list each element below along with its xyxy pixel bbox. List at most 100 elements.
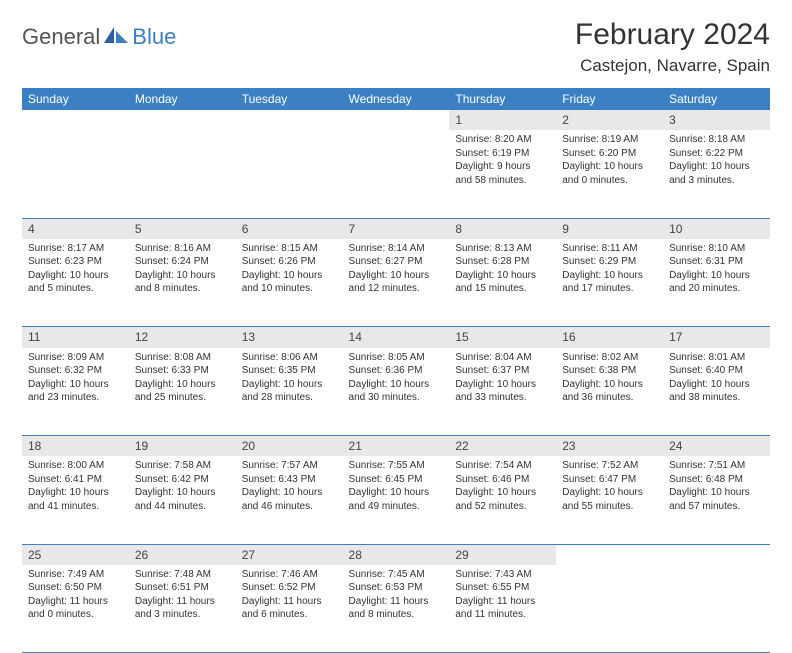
daylight2-text: and 3 minutes. bbox=[135, 608, 230, 622]
sunset-text: Sunset: 6:48 PM bbox=[669, 473, 764, 487]
day-detail-cell: Sunrise: 8:10 AMSunset: 6:31 PMDaylight:… bbox=[663, 239, 770, 327]
day-number-cell: 10 bbox=[663, 219, 770, 239]
sunset-text: Sunset: 6:37 PM bbox=[455, 364, 550, 378]
day-detail-cell: Sunrise: 8:15 AMSunset: 6:26 PMDaylight:… bbox=[236, 239, 343, 327]
daylight2-text: and 3 minutes. bbox=[669, 174, 764, 188]
daylight1-text: Daylight: 10 hours bbox=[135, 269, 230, 283]
page-header: General Blue February 2024 Castejon, Nav… bbox=[22, 18, 770, 76]
sunset-text: Sunset: 6:35 PM bbox=[242, 364, 337, 378]
day-detail-cell: Sunrise: 7:57 AMSunset: 6:43 PMDaylight:… bbox=[236, 456, 343, 544]
day-detail-cell bbox=[129, 130, 236, 218]
sunset-text: Sunset: 6:20 PM bbox=[562, 147, 657, 161]
day-detail-cell: Sunrise: 7:45 AMSunset: 6:53 PMDaylight:… bbox=[343, 565, 450, 653]
daylight1-text: Daylight: 10 hours bbox=[562, 160, 657, 174]
brand-part1: General bbox=[22, 24, 100, 50]
day-detail-cell: Sunrise: 8:17 AMSunset: 6:23 PMDaylight:… bbox=[22, 239, 129, 327]
day-detail-cell: Sunrise: 7:48 AMSunset: 6:51 PMDaylight:… bbox=[129, 565, 236, 653]
day-header: Wednesday bbox=[343, 88, 450, 110]
sunrise-text: Sunrise: 8:14 AM bbox=[349, 242, 444, 256]
day-detail-cell: Sunrise: 7:54 AMSunset: 6:46 PMDaylight:… bbox=[449, 456, 556, 544]
day-number: 4 bbox=[28, 222, 35, 236]
day-number-cell: 7 bbox=[343, 219, 450, 239]
day-header: Saturday bbox=[663, 88, 770, 110]
day-number-cell: 18 bbox=[22, 436, 129, 456]
sunset-text: Sunset: 6:46 PM bbox=[455, 473, 550, 487]
sunset-text: Sunset: 6:28 PM bbox=[455, 255, 550, 269]
day-number-cell: 1 bbox=[449, 110, 556, 130]
daylight1-text: Daylight: 10 hours bbox=[28, 486, 123, 500]
daylight2-text: and 20 minutes. bbox=[669, 282, 764, 296]
day-number-cell: 23 bbox=[556, 436, 663, 456]
day-number: 3 bbox=[669, 113, 676, 127]
detail-row: Sunrise: 8:17 AMSunset: 6:23 PMDaylight:… bbox=[22, 239, 770, 327]
day-number: 10 bbox=[669, 222, 682, 236]
day-detail-cell: Sunrise: 7:51 AMSunset: 6:48 PMDaylight:… bbox=[663, 456, 770, 544]
daylight1-text: Daylight: 10 hours bbox=[28, 269, 123, 283]
daylight1-text: Daylight: 10 hours bbox=[455, 378, 550, 392]
sunset-text: Sunset: 6:31 PM bbox=[669, 255, 764, 269]
day-detail-cell: Sunrise: 8:18 AMSunset: 6:22 PMDaylight:… bbox=[663, 130, 770, 218]
brand-logo: General Blue bbox=[22, 18, 176, 50]
daynum-row: 18192021222324 bbox=[22, 436, 770, 456]
sunrise-text: Sunrise: 8:10 AM bbox=[669, 242, 764, 256]
day-number-cell: 5 bbox=[129, 219, 236, 239]
day-detail-cell: Sunrise: 8:05 AMSunset: 6:36 PMDaylight:… bbox=[343, 348, 450, 436]
daylight1-text: Daylight: 11 hours bbox=[28, 595, 123, 609]
daylight1-text: Daylight: 10 hours bbox=[669, 269, 764, 283]
day-number-cell bbox=[22, 110, 129, 130]
day-header-row: Sunday Monday Tuesday Wednesday Thursday… bbox=[22, 88, 770, 110]
title-block: February 2024 Castejon, Navarre, Spain bbox=[575, 18, 770, 76]
daynum-row: 2526272829 bbox=[22, 545, 770, 565]
sunrise-text: Sunrise: 8:15 AM bbox=[242, 242, 337, 256]
sunrise-text: Sunrise: 7:49 AM bbox=[28, 568, 123, 582]
daylight1-text: Daylight: 10 hours bbox=[242, 269, 337, 283]
day-number-cell: 17 bbox=[663, 327, 770, 347]
detail-row: Sunrise: 8:20 AMSunset: 6:19 PMDaylight:… bbox=[22, 130, 770, 218]
daylight2-text: and 36 minutes. bbox=[562, 391, 657, 405]
daylight1-text: Daylight: 11 hours bbox=[242, 595, 337, 609]
day-number-cell: 12 bbox=[129, 327, 236, 347]
sunset-text: Sunset: 6:29 PM bbox=[562, 255, 657, 269]
day-number-cell bbox=[556, 545, 663, 565]
sunrise-text: Sunrise: 8:09 AM bbox=[28, 351, 123, 365]
day-number-cell: 16 bbox=[556, 327, 663, 347]
sunset-text: Sunset: 6:47 PM bbox=[562, 473, 657, 487]
daylight1-text: Daylight: 10 hours bbox=[135, 486, 230, 500]
day-number-cell: 3 bbox=[663, 110, 770, 130]
day-detail-cell: Sunrise: 8:19 AMSunset: 6:20 PMDaylight:… bbox=[556, 130, 663, 218]
daylight2-text: and 23 minutes. bbox=[28, 391, 123, 405]
day-detail-cell: Sunrise: 8:06 AMSunset: 6:35 PMDaylight:… bbox=[236, 348, 343, 436]
day-number-cell bbox=[236, 110, 343, 130]
day-detail-cell: Sunrise: 8:00 AMSunset: 6:41 PMDaylight:… bbox=[22, 456, 129, 544]
daynum-row: 45678910 bbox=[22, 219, 770, 239]
daylight2-text: and 38 minutes. bbox=[669, 391, 764, 405]
sail-icon bbox=[104, 25, 130, 50]
sunrise-text: Sunrise: 8:19 AM bbox=[562, 133, 657, 147]
sunset-text: Sunset: 6:22 PM bbox=[669, 147, 764, 161]
daylight2-text: and 5 minutes. bbox=[28, 282, 123, 296]
sunrise-text: Sunrise: 8:20 AM bbox=[455, 133, 550, 147]
sunrise-text: Sunrise: 7:54 AM bbox=[455, 459, 550, 473]
day-number: 18 bbox=[28, 439, 41, 453]
sunset-text: Sunset: 6:51 PM bbox=[135, 581, 230, 595]
daylight1-text: Daylight: 10 hours bbox=[562, 269, 657, 283]
daylight1-text: Daylight: 10 hours bbox=[135, 378, 230, 392]
day-number-cell: 28 bbox=[343, 545, 450, 565]
day-header: Tuesday bbox=[236, 88, 343, 110]
daylight2-text: and 52 minutes. bbox=[455, 500, 550, 514]
day-detail-cell: Sunrise: 7:52 AMSunset: 6:47 PMDaylight:… bbox=[556, 456, 663, 544]
day-number: 14 bbox=[349, 330, 362, 344]
sunrise-text: Sunrise: 7:57 AM bbox=[242, 459, 337, 473]
day-number: 26 bbox=[135, 548, 148, 562]
daylight2-text: and 8 minutes. bbox=[349, 608, 444, 622]
day-number: 1 bbox=[455, 113, 462, 127]
sunset-text: Sunset: 6:23 PM bbox=[28, 255, 123, 269]
day-number-cell: 29 bbox=[449, 545, 556, 565]
sunrise-text: Sunrise: 8:00 AM bbox=[28, 459, 123, 473]
day-number-cell: 6 bbox=[236, 219, 343, 239]
daylight1-text: Daylight: 10 hours bbox=[349, 269, 444, 283]
day-number: 11 bbox=[28, 330, 40, 344]
day-detail-cell: Sunrise: 8:09 AMSunset: 6:32 PMDaylight:… bbox=[22, 348, 129, 436]
daylight2-text: and 46 minutes. bbox=[242, 500, 337, 514]
daylight2-text: and 28 minutes. bbox=[242, 391, 337, 405]
